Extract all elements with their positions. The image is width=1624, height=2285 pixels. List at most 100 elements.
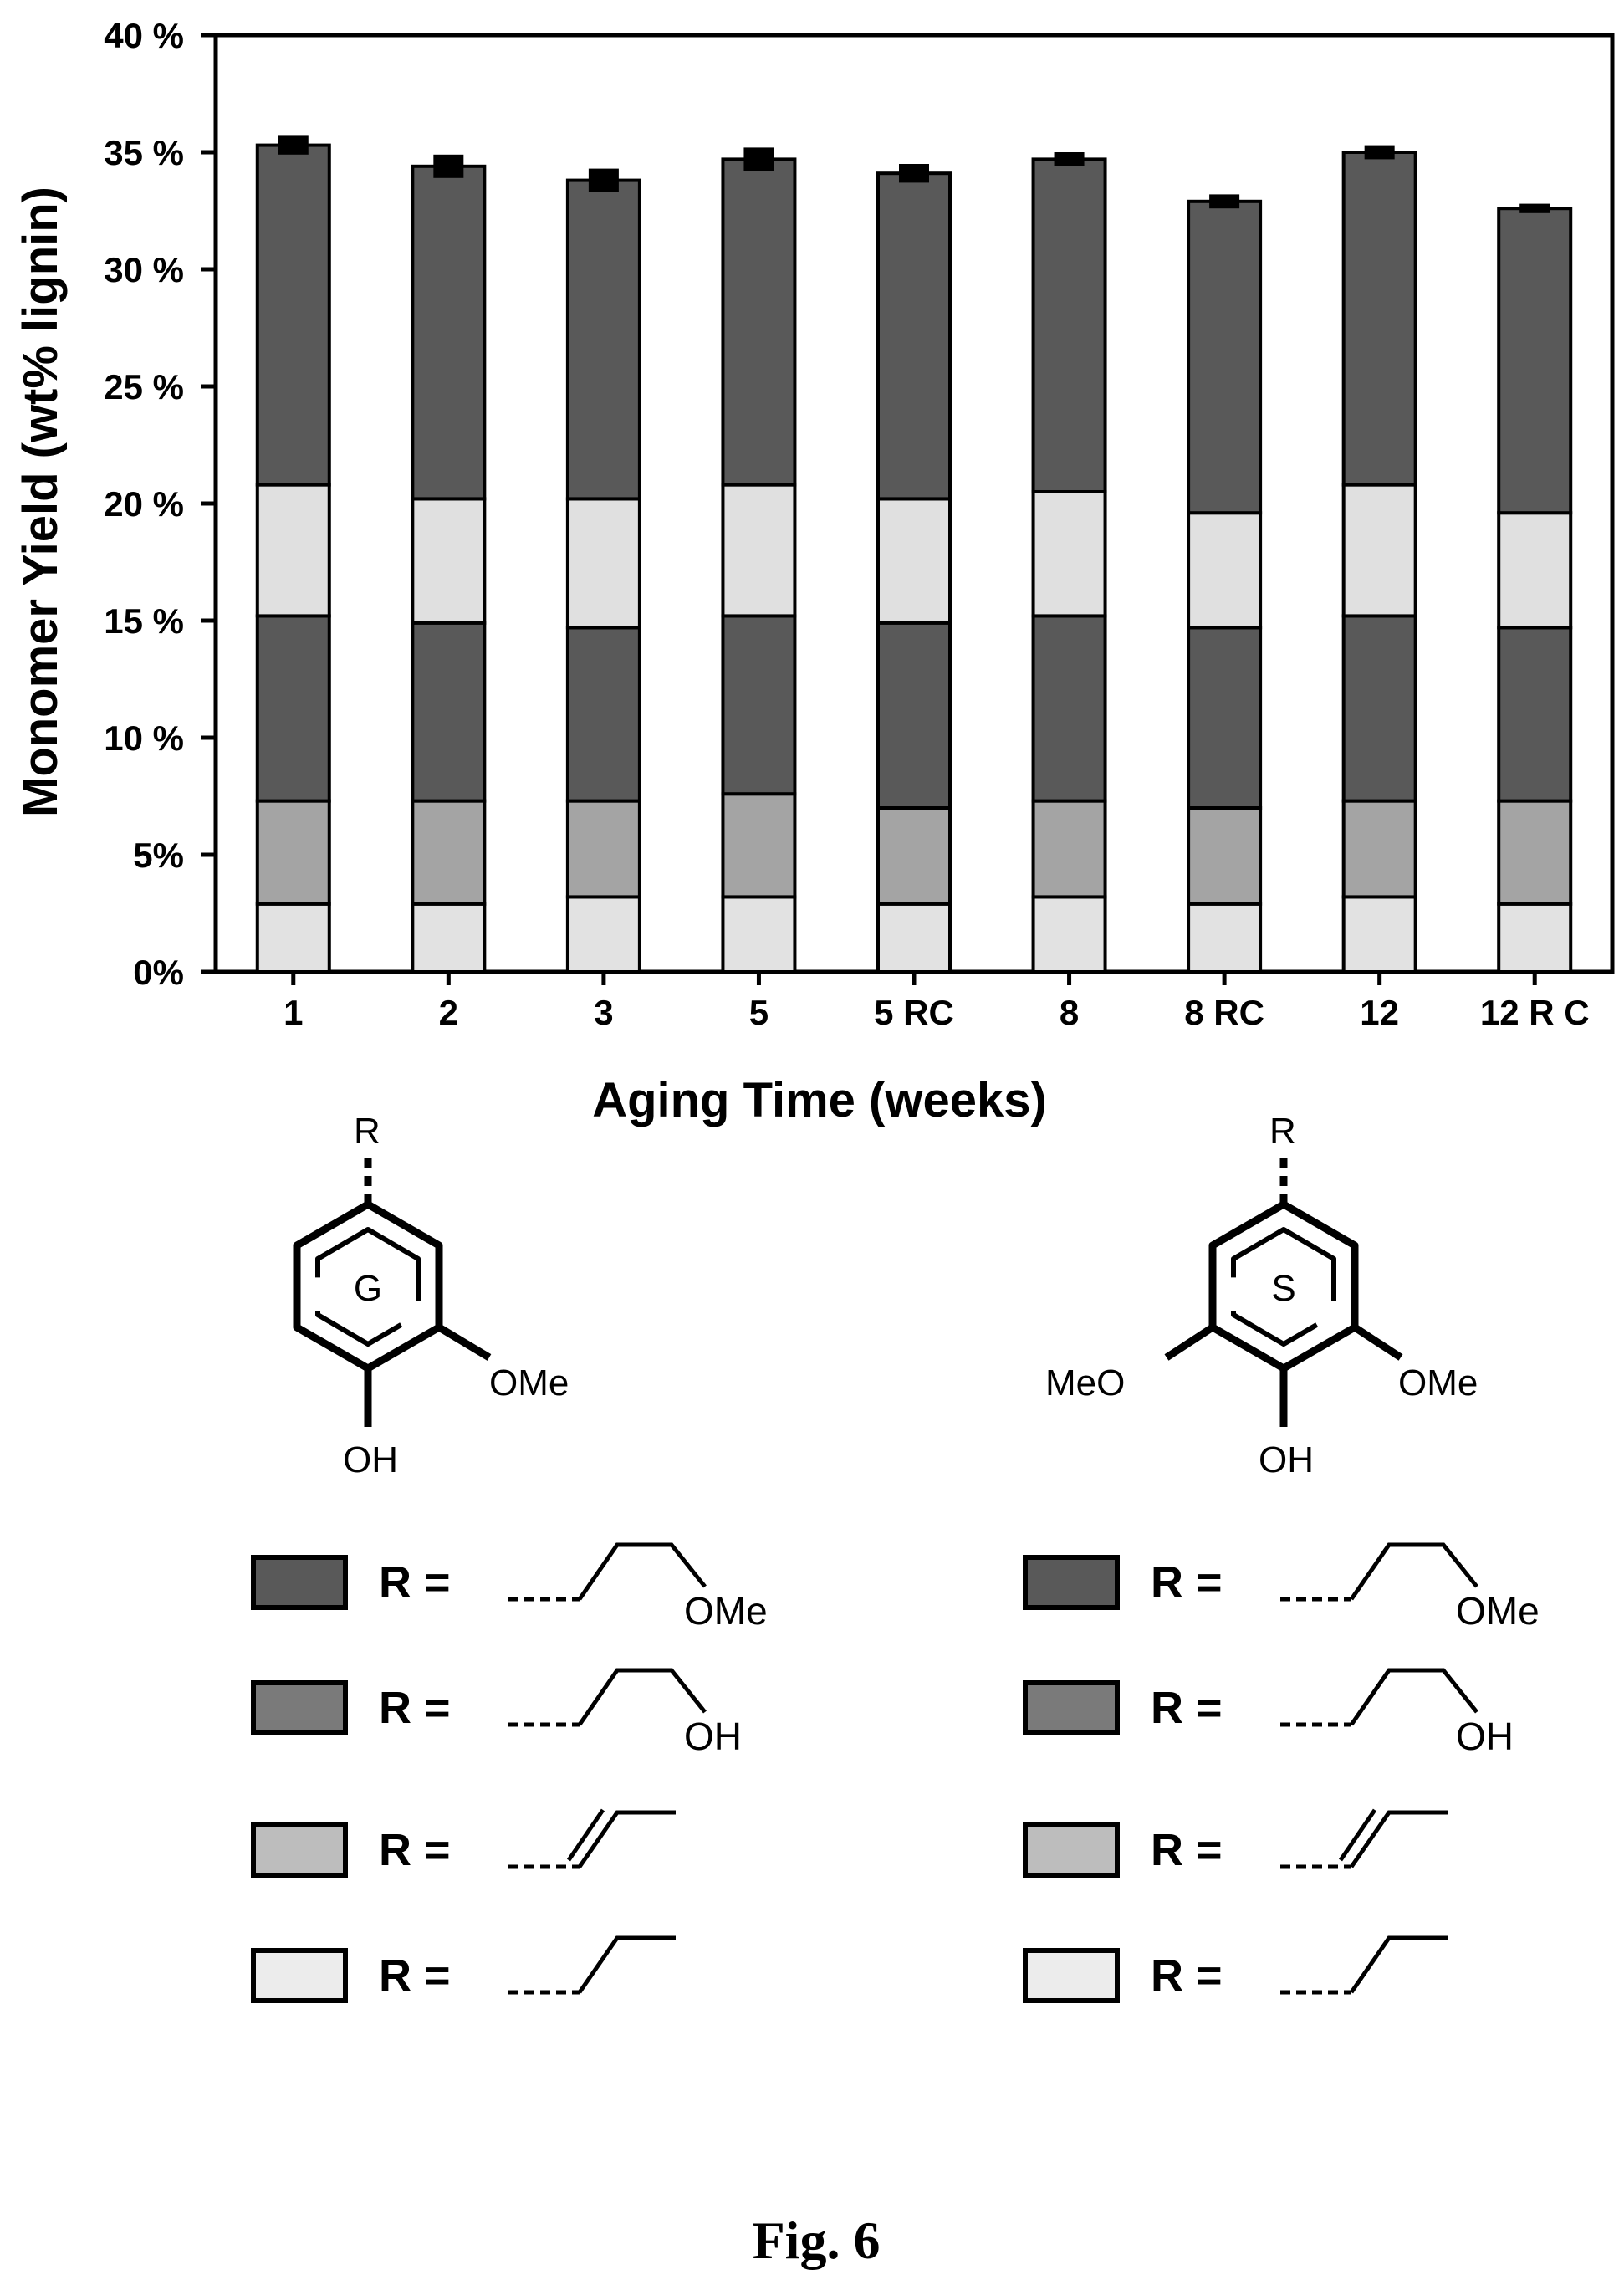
bar-segment (1187, 626, 1263, 810)
legend-entry: R = OMe (251, 1542, 768, 1633)
legend-entry: R = (251, 1935, 676, 2003)
bar-segment (411, 497, 487, 625)
y-tick-label: 30 % (104, 250, 184, 289)
legend-swatch (1023, 1822, 1120, 1878)
bar-segment (1187, 902, 1263, 974)
g-unit-structure (293, 1154, 492, 1427)
bar-segment (1341, 151, 1417, 487)
legend-swatch (251, 1680, 348, 1735)
bar-segment (255, 614, 331, 803)
propyl-chain (1349, 1542, 1478, 1601)
bar-segment (1031, 157, 1107, 493)
bar-segment (565, 178, 641, 501)
error-bar (1364, 145, 1395, 160)
legend-swatch (1023, 1948, 1120, 2003)
legend: R = OMe R = OMe R = OH R = OH R = R = R = R = (251, 1542, 1540, 2003)
y-axis: 0% 5% 10 % 15 % 20 % 25 % 30 % 35 % 40 % (104, 16, 216, 992)
legend-swatch (251, 1948, 348, 2003)
s-ome-label: OMe (1398, 1362, 1478, 1403)
double-bond (566, 1808, 605, 1862)
ethyl-chain (1349, 1935, 1448, 1994)
error-bar (278, 135, 309, 155)
x-tick-label: 3 (594, 993, 613, 1032)
bar-segment (255, 483, 331, 618)
legend-entry: R = (1023, 1935, 1448, 2003)
error-bar (588, 168, 619, 192)
legend-r-label: R = (379, 1557, 451, 1608)
bar-segment (411, 902, 487, 974)
x-tick-label: 12 (1360, 993, 1399, 1032)
propenyl-chain (1349, 1810, 1448, 1868)
bar-segment (1341, 895, 1417, 974)
legend-swatch (1023, 1680, 1120, 1735)
y-tick-label: 40 % (104, 16, 184, 55)
legend-r-label: R = (379, 1950, 451, 2001)
legend-r-label: R = (1151, 1950, 1223, 2001)
bar-segment (721, 792, 797, 899)
legend-r-label: R = (1151, 1557, 1223, 1608)
error-bar (1209, 194, 1240, 209)
bar-segment (565, 497, 641, 630)
x-tick-label: 5 (749, 993, 769, 1032)
legend-r-label: R = (1151, 1683, 1223, 1733)
bar-segment (876, 497, 952, 625)
x-tick-label: 5 RC (874, 993, 954, 1032)
double-bond (1338, 1808, 1377, 1862)
x-tick-label: 12 R C (1480, 993, 1590, 1032)
y-tick-label: 10 % (104, 718, 184, 758)
propyl-chain (577, 1668, 707, 1726)
s-bond-ome-left (1164, 1324, 1215, 1361)
bar-segment (411, 164, 487, 501)
propenyl-chain (577, 1810, 676, 1868)
bar-segment (1031, 490, 1107, 618)
s-ring-label: S (1271, 1268, 1295, 1309)
g-inner-ring (315, 1227, 421, 1347)
legend-entry: R = OMe (1023, 1542, 1540, 1633)
propyl-chain (577, 1542, 707, 1601)
g-ome-label: OMe (489, 1362, 569, 1403)
legend-r-label: R = (379, 1825, 451, 1875)
x-tick-label: 8 (1060, 993, 1079, 1032)
bar-segment (255, 143, 331, 487)
legend-entry: R = OH (251, 1668, 742, 1758)
s-r-label: R (1269, 1111, 1296, 1152)
y-tick-label: 0% (133, 953, 184, 992)
legend-r-label: R = (379, 1683, 451, 1733)
bar-segment (1031, 895, 1107, 974)
bar-segment (876, 806, 952, 906)
bar-segment (411, 621, 487, 803)
s-meo-label: MeO (1045, 1362, 1125, 1403)
bar-segment (255, 799, 331, 906)
ethyl-chain (577, 1935, 676, 1994)
g-bond-ome (437, 1324, 492, 1361)
g-oh-label: OH (343, 1439, 398, 1480)
x-tick-label: 8 RC (1184, 993, 1264, 1032)
bar-segment (1341, 614, 1417, 803)
s-inner-ring (1231, 1227, 1336, 1347)
y-axis-title: Monomer Yield (wt% lignin) (13, 187, 68, 817)
legend-entry: R = OH (1023, 1668, 1514, 1758)
bar-segment (1031, 614, 1107, 803)
bar-segment (1187, 199, 1263, 515)
legend-entry: R = (251, 1808, 676, 1878)
figure-caption: Fig. 6 (753, 2211, 881, 2270)
legend-r-label: R = (1151, 1825, 1223, 1875)
error-bar (899, 164, 929, 183)
legend-entry: R = (1023, 1808, 1448, 1878)
bar-segment (1341, 483, 1417, 618)
bar-segment (1497, 511, 1573, 630)
bar-segment (1031, 799, 1107, 899)
bar-segment (876, 621, 952, 810)
bar-segment (1497, 626, 1573, 803)
y-tick-label: 20 % (104, 484, 184, 524)
bar-segment (721, 614, 797, 796)
y-tick-label: 5% (133, 836, 184, 875)
propyl-chain (1349, 1668, 1478, 1726)
legend-swatch (1023, 1555, 1120, 1610)
bar-segment (1187, 806, 1263, 906)
substituent-label: OMe (684, 1589, 768, 1633)
bar-segment (411, 799, 487, 906)
